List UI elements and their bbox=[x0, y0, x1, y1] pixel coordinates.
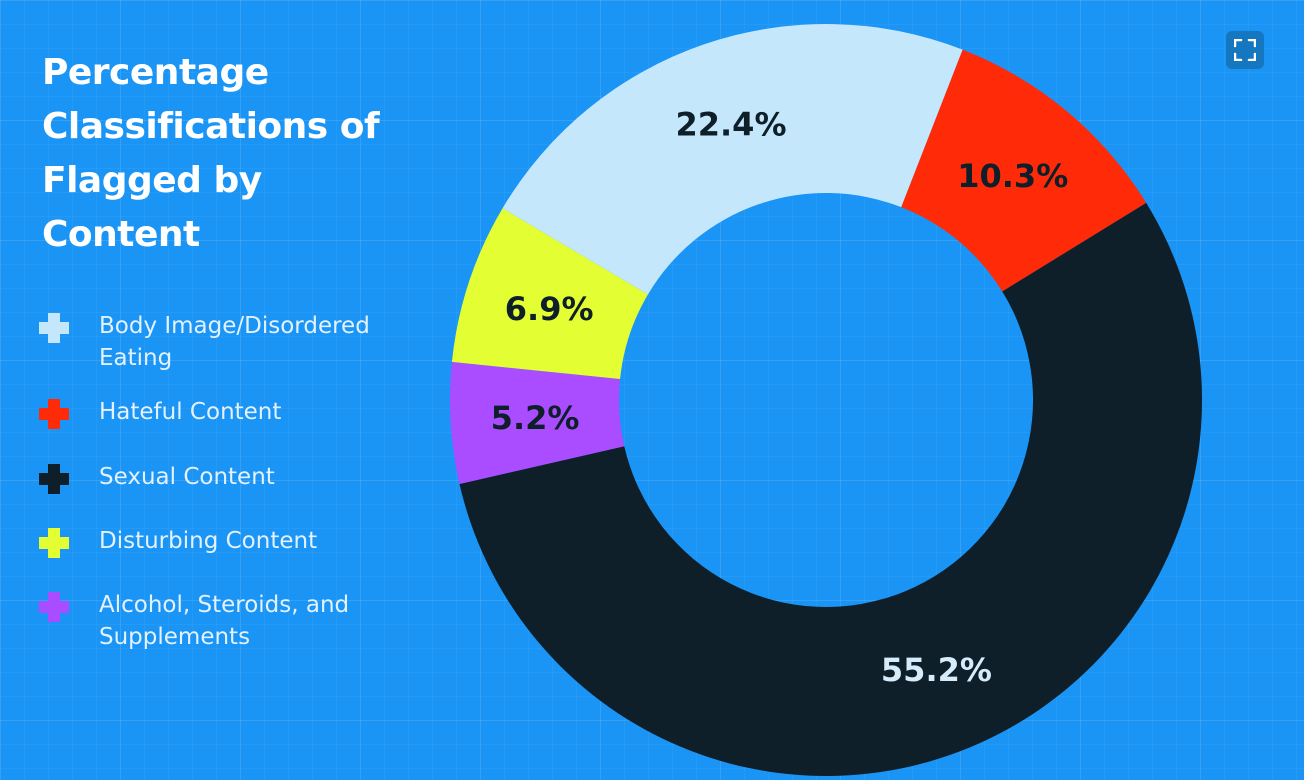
donut-slice bbox=[449, 361, 625, 484]
donut-slice bbox=[901, 49, 1147, 292]
slice-value-label: 22.4% bbox=[675, 105, 786, 143]
legend-label: Disturbing Content bbox=[99, 528, 318, 554]
legend-item: Disturbing Content bbox=[36, 525, 419, 561]
donut-slice bbox=[502, 23, 963, 295]
slice-value-label: 5.2% bbox=[491, 399, 580, 437]
legend-item: Alcohol, Steroids, and Supplements bbox=[36, 589, 419, 653]
donut-slice bbox=[459, 202, 1202, 776]
legend-swatch bbox=[39, 592, 69, 622]
plus-icon bbox=[39, 313, 69, 343]
expand-button[interactable] bbox=[1226, 31, 1264, 69]
legend-swatch bbox=[39, 464, 69, 494]
legend-swatch bbox=[39, 528, 69, 558]
slice-value-label: 55.2% bbox=[881, 651, 992, 689]
legend-item: Body Image/Disordered Eating bbox=[36, 310, 419, 374]
legend-label: Alcohol, Steroids, and Supplements bbox=[99, 592, 350, 650]
slice-value-label: 10.3% bbox=[957, 157, 1068, 195]
legend-item: Sexual Content bbox=[36, 461, 419, 497]
legend-swatch bbox=[39, 313, 69, 343]
legend-swatch bbox=[39, 399, 69, 429]
legend-label: Hateful Content bbox=[99, 399, 282, 425]
chart-title: Percentage Classifications of Flagged by… bbox=[42, 52, 380, 255]
donut-slice bbox=[451, 208, 648, 380]
expand-icon bbox=[1234, 39, 1256, 61]
plus-icon bbox=[39, 464, 69, 494]
legend-item: Hateful Content bbox=[36, 396, 419, 432]
plus-icon bbox=[39, 399, 69, 429]
slice-value-label: 6.9% bbox=[505, 290, 594, 328]
legend-label: Body Image/Disordered Eating bbox=[99, 313, 370, 371]
legend-label: Sexual Content bbox=[99, 464, 275, 490]
plus-icon bbox=[39, 592, 69, 622]
plus-icon bbox=[39, 528, 69, 558]
